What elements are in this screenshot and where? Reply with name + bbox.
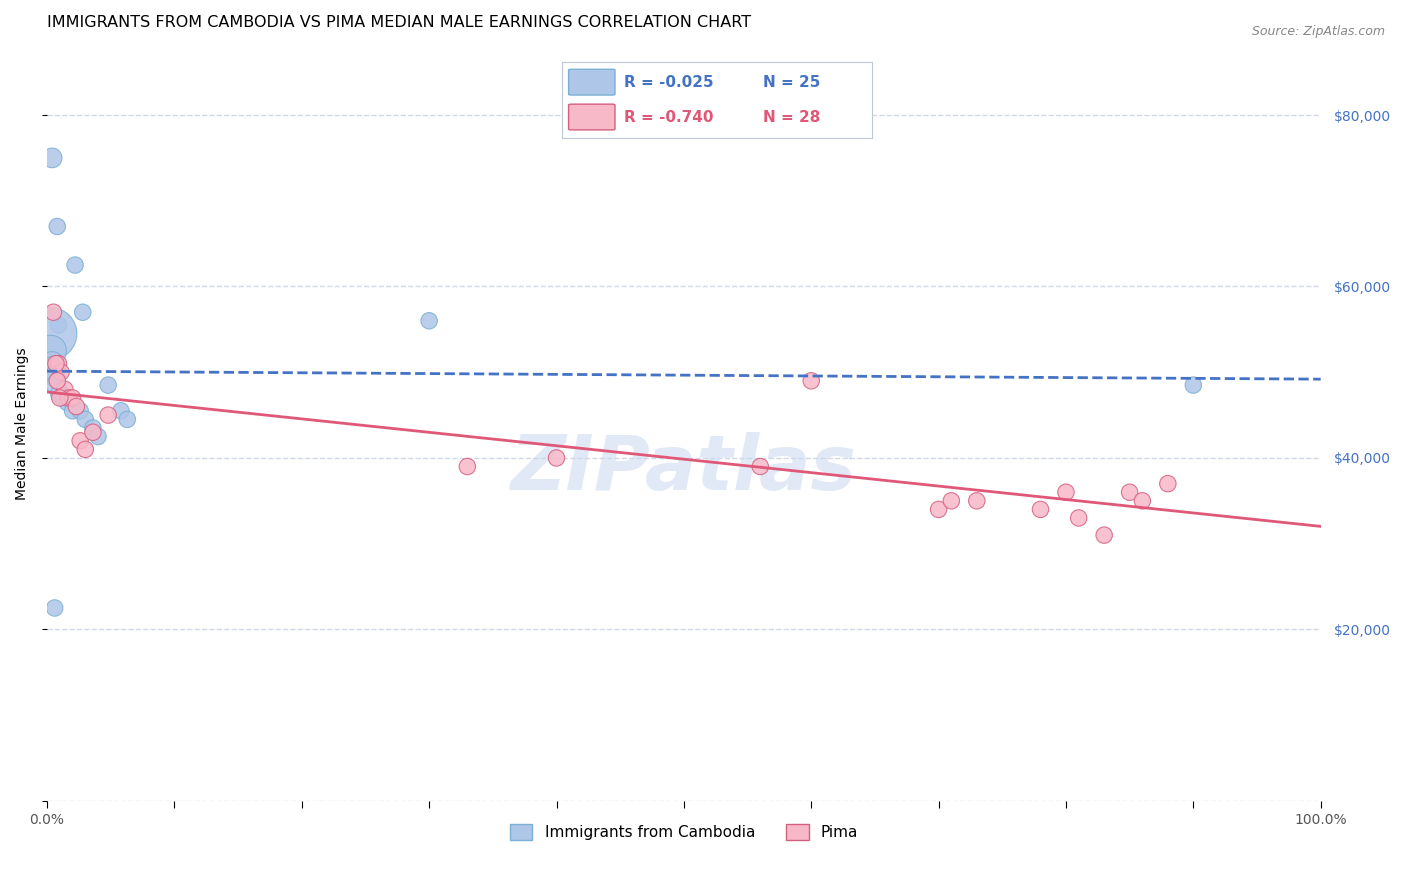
Point bbox=[69, 434, 91, 448]
Text: ZIPatlas: ZIPatlas bbox=[510, 432, 856, 506]
Point bbox=[72, 305, 94, 319]
Point bbox=[82, 421, 104, 435]
Point bbox=[62, 404, 84, 418]
Point bbox=[45, 357, 67, 371]
FancyBboxPatch shape bbox=[568, 104, 614, 130]
Point bbox=[58, 391, 80, 405]
Point bbox=[65, 400, 87, 414]
Point bbox=[418, 314, 440, 328]
Point bbox=[41, 357, 63, 371]
Point bbox=[1054, 485, 1077, 500]
Point bbox=[56, 395, 79, 409]
Point bbox=[39, 343, 62, 358]
Point bbox=[1157, 476, 1180, 491]
Text: N = 25: N = 25 bbox=[763, 75, 821, 90]
Point bbox=[45, 378, 67, 392]
Point bbox=[75, 442, 97, 457]
Point bbox=[1182, 378, 1205, 392]
Legend: Immigrants from Cambodia, Pima: Immigrants from Cambodia, Pima bbox=[503, 818, 865, 846]
FancyBboxPatch shape bbox=[568, 70, 614, 95]
Text: IMMIGRANTS FROM CAMBODIA VS PIMA MEDIAN MALE EARNINGS CORRELATION CHART: IMMIGRANTS FROM CAMBODIA VS PIMA MEDIAN … bbox=[46, 15, 751, 30]
Point bbox=[46, 374, 69, 388]
Point bbox=[42, 305, 65, 319]
Point bbox=[44, 601, 66, 615]
Point bbox=[49, 391, 72, 405]
Point bbox=[41, 151, 63, 165]
Point bbox=[63, 258, 86, 272]
Point bbox=[46, 219, 69, 234]
Point bbox=[48, 357, 70, 371]
Point bbox=[800, 374, 823, 388]
Point bbox=[928, 502, 950, 516]
Point bbox=[1067, 511, 1090, 525]
Point bbox=[941, 493, 963, 508]
Point bbox=[42, 360, 65, 375]
Point bbox=[456, 459, 478, 474]
Text: R = -0.025: R = -0.025 bbox=[624, 75, 714, 90]
Point bbox=[62, 391, 84, 405]
Point bbox=[53, 383, 76, 397]
Point bbox=[49, 365, 72, 379]
Text: R = -0.740: R = -0.740 bbox=[624, 110, 714, 125]
Point bbox=[48, 318, 70, 332]
Point bbox=[546, 450, 568, 465]
Point bbox=[1092, 528, 1115, 542]
Point bbox=[49, 386, 72, 401]
Point bbox=[75, 412, 97, 426]
Point bbox=[110, 404, 132, 418]
Point bbox=[44, 369, 66, 384]
Point bbox=[52, 391, 75, 405]
Text: N = 28: N = 28 bbox=[763, 110, 821, 125]
Point bbox=[966, 493, 988, 508]
Point bbox=[39, 326, 62, 341]
Point bbox=[1029, 502, 1052, 516]
Point bbox=[82, 425, 104, 440]
Point bbox=[117, 412, 139, 426]
Point bbox=[749, 459, 772, 474]
Point bbox=[1118, 485, 1140, 500]
Point bbox=[87, 429, 110, 443]
Point bbox=[97, 378, 120, 392]
Y-axis label: Median Male Earnings: Median Male Earnings bbox=[15, 347, 30, 500]
Point bbox=[69, 404, 91, 418]
Point bbox=[1130, 493, 1153, 508]
Text: Source: ZipAtlas.com: Source: ZipAtlas.com bbox=[1251, 25, 1385, 38]
Point bbox=[97, 408, 120, 422]
